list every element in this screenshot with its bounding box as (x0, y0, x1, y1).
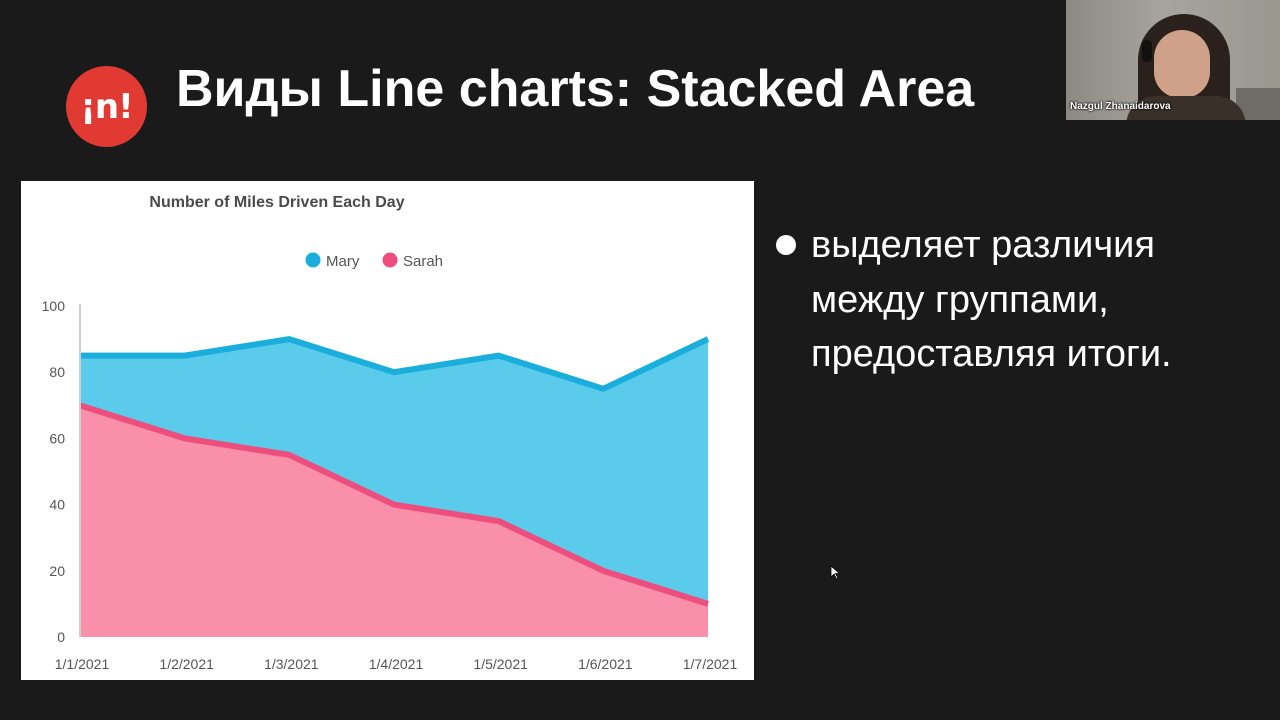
x-tick-label: 1/4/2021 (369, 656, 424, 672)
legend-marker (305, 252, 321, 268)
chart-legend: Mary Sarah (305, 252, 443, 270)
y-tick-label: 100 (42, 298, 66, 314)
participant-name-label: Nazgul Zhanaidarova (1070, 101, 1171, 112)
x-tick-label: 1/1/2021 (55, 656, 110, 672)
area-mary (80, 339, 708, 604)
stacked-area-chart: Number of Miles Driven Each Day Mary Sara… (21, 181, 754, 680)
x-tick-label: 1/2/2021 (159, 656, 214, 672)
chart-axes: 0 20 40 60 80 100 1/1/2021 1/2/2021 1/3/2021 1/4/… (42, 298, 738, 672)
participant-video-tile[interactable]: Nazgul Zhanaidarova (1066, 0, 1280, 120)
chart-canvas: Number of Miles Driven Each Day Mary Sara… (42, 194, 738, 672)
bullet-dot-icon (776, 235, 796, 255)
x-tick-label: 1/6/2021 (578, 656, 633, 672)
brand-logo: ¡n! (66, 66, 147, 147)
series-line-sarah (79, 402, 709, 607)
participant-face (1154, 30, 1210, 98)
chart-title: Number of Miles Driven Each Day (149, 194, 404, 211)
area-sarah (80, 405, 708, 637)
series-line-mary (80, 336, 710, 392)
participant-clothing (1126, 96, 1246, 120)
legend-label: Mary (326, 253, 360, 270)
legend-marker (382, 252, 398, 268)
slide-title: Виды Line charts: Stacked Area (176, 60, 975, 118)
y-tick-label: 80 (49, 364, 65, 380)
chart-plot-area (79, 306, 710, 637)
x-tick-label: 1/5/2021 (473, 656, 528, 672)
y-tick-label: 0 (57, 629, 65, 645)
y-tick-label: 40 (49, 497, 65, 513)
bullet-text: выделяет различия между группами, предос… (811, 224, 1172, 375)
legend-label: Sarah (403, 253, 443, 270)
headset-icon (1142, 40, 1152, 62)
y-tick-label: 20 (49, 563, 65, 579)
x-tick-label: 1/7/2021 (683, 656, 738, 672)
mouse-pointer-icon (830, 565, 841, 580)
x-tick-label: 1/3/2021 (264, 656, 319, 672)
y-tick-label: 60 (49, 430, 65, 446)
